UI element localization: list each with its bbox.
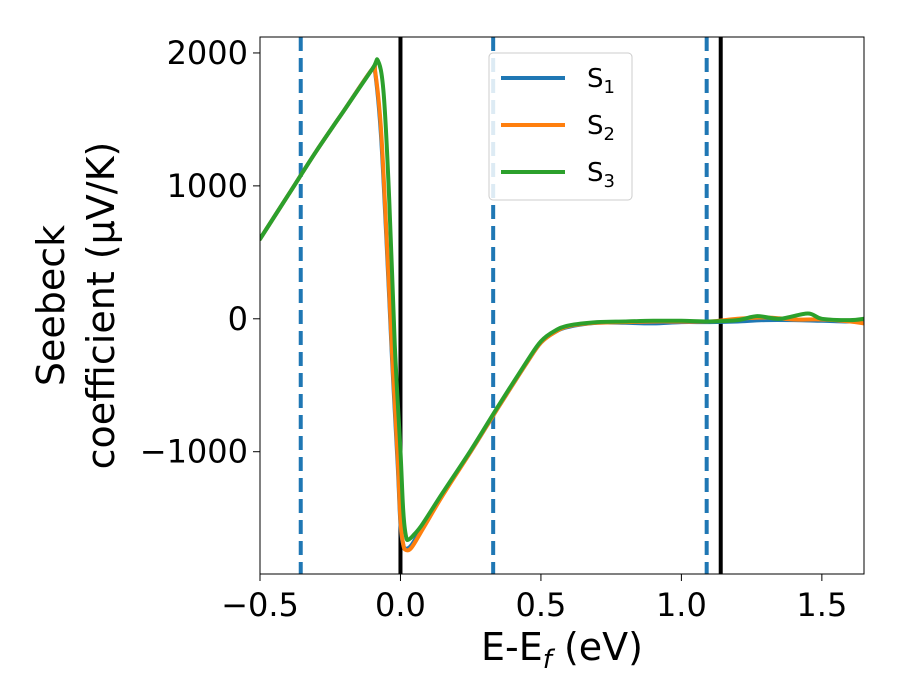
- x-tick-label: 0.5: [515, 586, 566, 624]
- y-tick-label: −1000: [140, 433, 248, 471]
- series-lines: [260, 57, 864, 553]
- x-axis-label: E-Ef (eV): [481, 625, 643, 675]
- y-axis-label-line1: Seebeck: [29, 225, 73, 386]
- legend-label-s1: S1: [587, 64, 615, 98]
- y-tick-label: 1000: [167, 167, 248, 205]
- x-tick-label: 0.0: [375, 586, 426, 624]
- legend-label-s2: S2: [587, 111, 615, 145]
- x-tick-label: 1.5: [796, 586, 847, 624]
- plot-frame: [259, 36, 865, 575]
- y-axis-label-line2: coefficient (μV/K): [79, 142, 123, 470]
- y-tick-label: 0: [228, 300, 248, 338]
- y-axis-ticks: −1000 0 1000 2000: [140, 34, 260, 471]
- legend: S1 S2 S3: [488, 52, 633, 201]
- x-axis-label-main: E-E: [481, 625, 543, 669]
- legend-label-s3: S3: [587, 158, 615, 192]
- x-axis-label-unit: (eV): [552, 625, 643, 669]
- legend-items: S1 S2 S3: [501, 64, 615, 192]
- x-tick-label: −0.5: [221, 586, 299, 624]
- y-axis-label: Seebeck coefficient (μV/K): [29, 142, 123, 470]
- x-tick-label: 1.0: [656, 586, 707, 624]
- y-tick-label: 2000: [167, 34, 248, 72]
- series-line-s3: [260, 57, 864, 543]
- x-axis-ticks: −0.5 0.0 0.5 1.0 1.5: [221, 574, 847, 624]
- plot-area: [260, 37, 864, 574]
